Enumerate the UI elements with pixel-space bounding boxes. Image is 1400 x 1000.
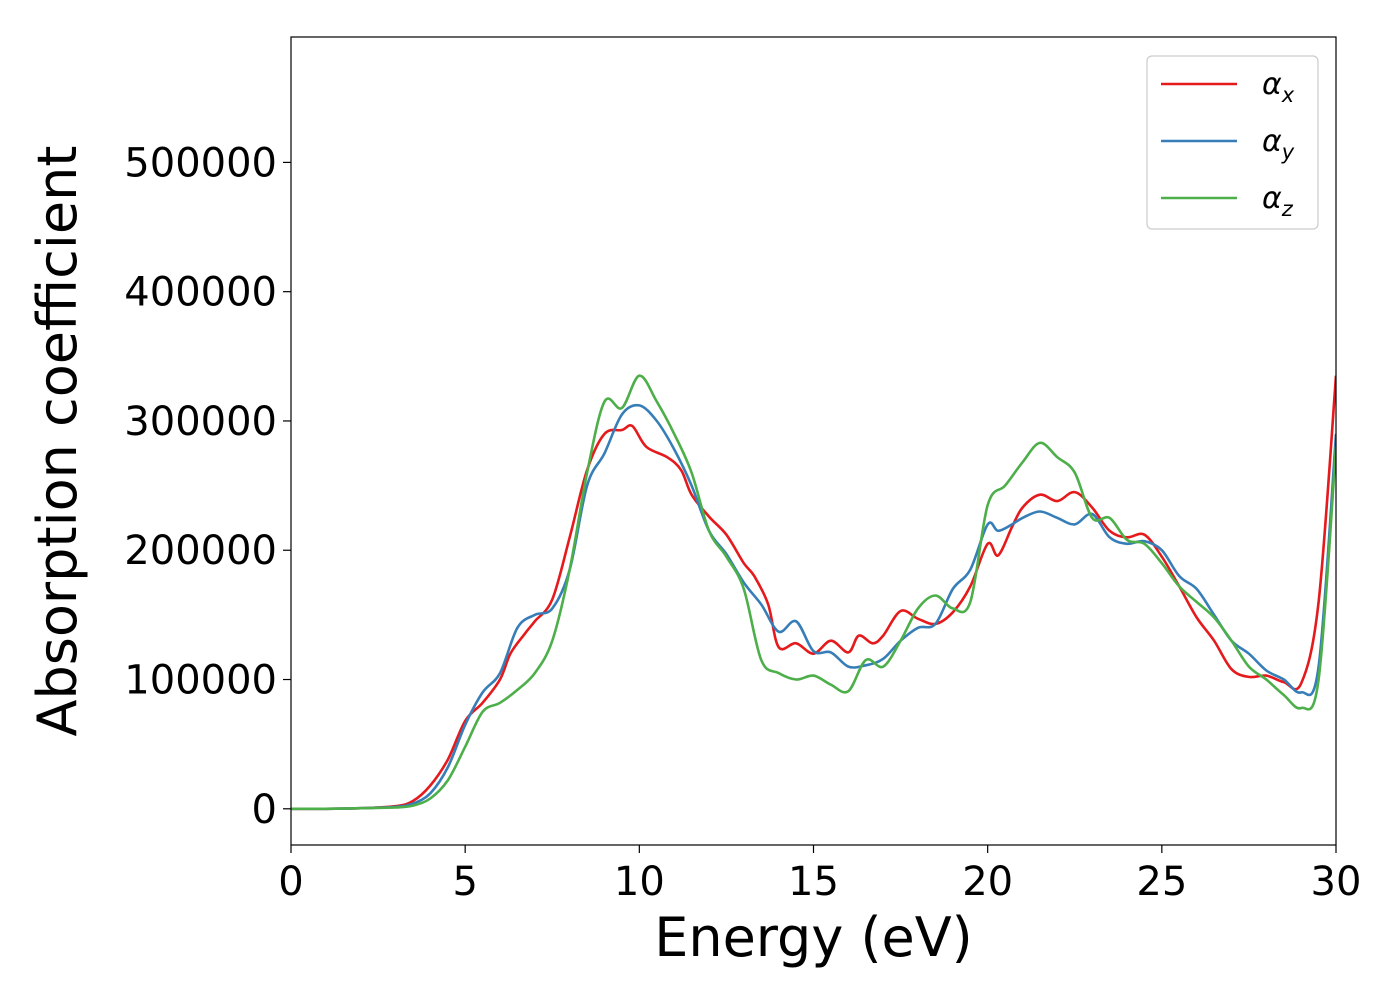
legend-box (1146, 55, 1319, 230)
y-tick-label: 300000 (124, 399, 277, 445)
legend-label-x: αx (1262, 67, 1295, 107)
legend-label-z: αz (1262, 181, 1294, 221)
x-tick-label: 20 (962, 859, 1013, 905)
y-tick-label: 500000 (124, 140, 277, 186)
plot-lines (291, 374, 1336, 811)
legend-label-y: αy (1262, 124, 1295, 164)
series-line-z (291, 374, 1336, 811)
x-tick-label: 15 (788, 859, 839, 905)
x-tick-label: 25 (1136, 859, 1187, 905)
y-tick-label: 100000 (124, 658, 277, 704)
x-tick-label: 0 (278, 859, 303, 905)
legend: αx αy αz (1146, 55, 1319, 230)
series-line-y (291, 403, 1336, 811)
y-axis-title: Absorption coefficient (26, 146, 89, 737)
y-tick-label: 200000 (124, 528, 277, 574)
x-tick-label: 30 (1311, 859, 1362, 905)
y-tick-label: 400000 (124, 270, 277, 316)
x-tick-label: 5 (452, 859, 477, 905)
x-axis-title: Energy (eV) (654, 906, 973, 969)
x-tick-label: 10 (614, 859, 665, 905)
y-tick-label: 0 (252, 787, 277, 833)
y-axis: 0 100000 200000 300000 400000 500000 (124, 140, 291, 833)
x-axis: 0 5 10 15 20 25 30 (278, 845, 1361, 905)
series-line-x (291, 375, 1336, 811)
